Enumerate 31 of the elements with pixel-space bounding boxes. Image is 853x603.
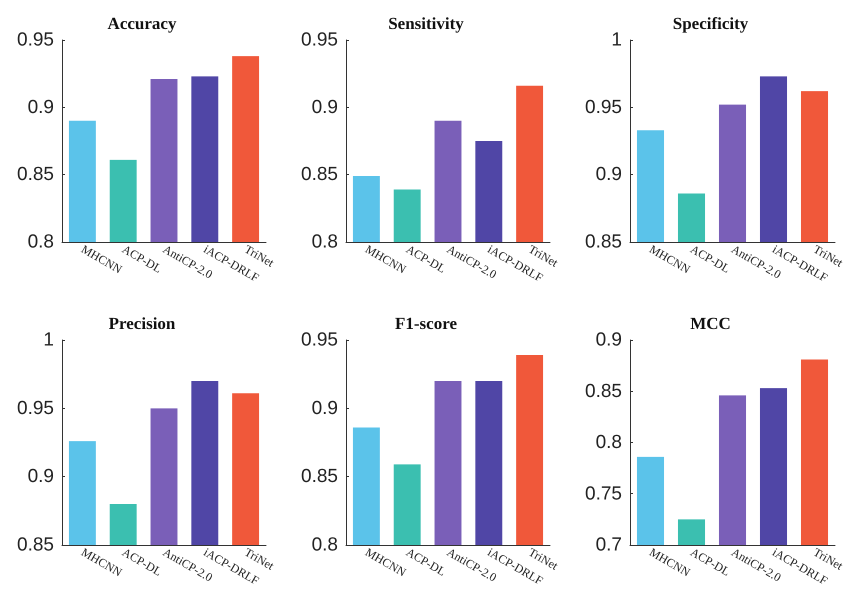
y-tick-label: 0.8 — [312, 232, 338, 252]
y-tick-label: 0.85 — [585, 232, 622, 252]
chart-title: F1-score — [395, 314, 458, 333]
y-tick-label: 0.85 — [585, 380, 622, 402]
chart-title: MCC — [690, 314, 731, 333]
y-tick-label: 0.8 — [596, 432, 622, 453]
chart-title: Precision — [108, 314, 176, 333]
y-tick-label: 0.9 — [28, 466, 54, 488]
y-tick-label: 0.85 — [301, 164, 338, 186]
y-tick-label: 0.9 — [312, 398, 338, 419]
y-tick-label: 0.95 — [585, 96, 622, 118]
chart-title: Accuracy — [108, 14, 177, 33]
y-tick-label: 0.8 — [312, 534, 338, 556]
y-tick-label: 0.9 — [596, 164, 622, 186]
y-tick-label: 0.75 — [585, 483, 622, 504]
y-tick-label: 0.9 — [312, 96, 338, 118]
y-tick-label: 0.8 — [28, 232, 54, 252]
y-tick-label: 0.95 — [301, 30, 338, 50]
y-tick-label: 0.9 — [28, 96, 54, 118]
y-tick-label: 0.9 — [596, 330, 622, 350]
chart-title: Specificity — [672, 14, 749, 33]
y-tick-label: 0.95 — [17, 398, 54, 419]
y-tick-label: 0.85 — [301, 466, 338, 488]
y-tick-label: 0.85 — [17, 534, 54, 556]
chart-title: Sensitivity — [388, 14, 464, 33]
y-tick-label: 0.95 — [17, 30, 54, 50]
y-tick-label: 1 — [43, 330, 54, 350]
y-tick-label: 0.7 — [596, 534, 622, 556]
y-tick-label: 0.95 — [301, 330, 338, 350]
y-tick-label: 1 — [611, 30, 622, 50]
y-tick-label: 0.85 — [17, 164, 54, 186]
